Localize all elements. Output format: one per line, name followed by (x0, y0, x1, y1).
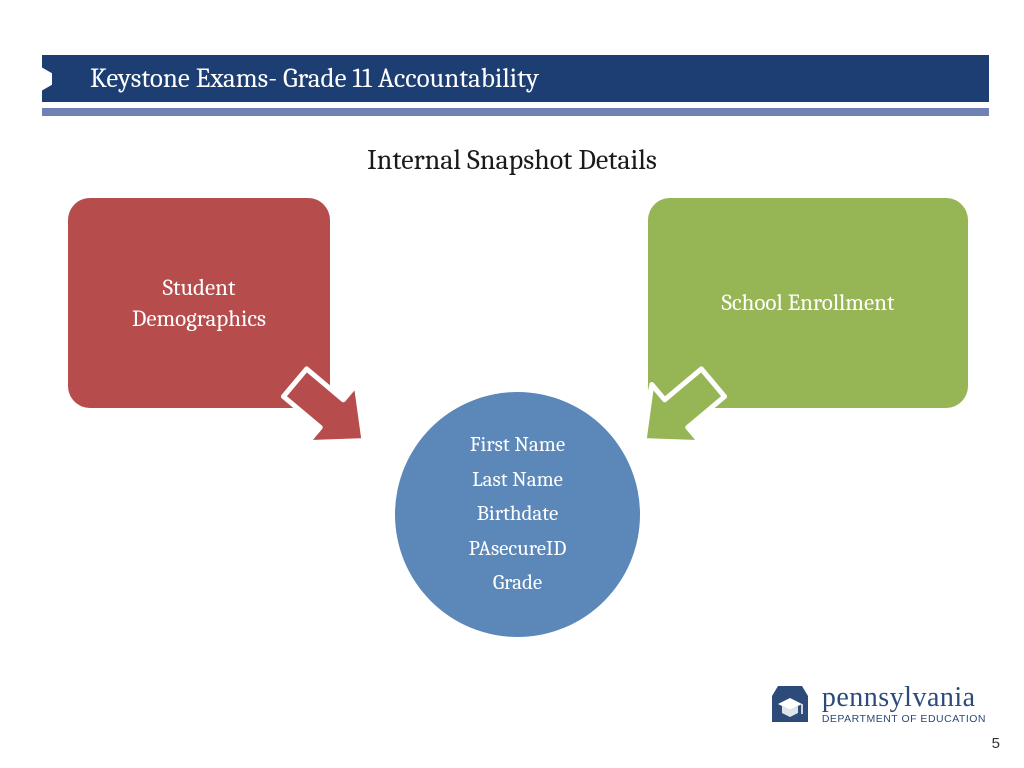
circle-item: PAsecureID (469, 532, 567, 567)
page-number: 5 (992, 735, 1000, 752)
logo-main-text: pennsylvania (822, 684, 986, 712)
data-fields-circle: First NameLast NameBirthdatePAsecureIDGr… (395, 392, 640, 637)
logo-sub-text: DEPARTMENT OF EDUCATION (822, 714, 986, 725)
circle-item: Grade (493, 566, 542, 601)
chevron-icon (42, 55, 74, 102)
circle-item: Birthdate (477, 497, 558, 532)
title-underline (42, 108, 989, 116)
arrow-left-icon (268, 352, 418, 472)
box-label: School Enrollment (722, 287, 895, 318)
subtitle: Internal Snapshot Details (0, 144, 1024, 176)
circle-item: Last Name (472, 463, 563, 498)
circle-item: First Name (470, 428, 565, 463)
pde-logo: pennsylvania DEPARTMENT OF EDUCATION (768, 682, 986, 726)
keystone-icon (768, 682, 812, 726)
slide-title-bar: Keystone Exams- Grade 11 Accountability (42, 55, 989, 102)
slide-title: Keystone Exams- Grade 11 Accountability (90, 63, 539, 94)
box-label: StudentDemographics (132, 272, 266, 334)
